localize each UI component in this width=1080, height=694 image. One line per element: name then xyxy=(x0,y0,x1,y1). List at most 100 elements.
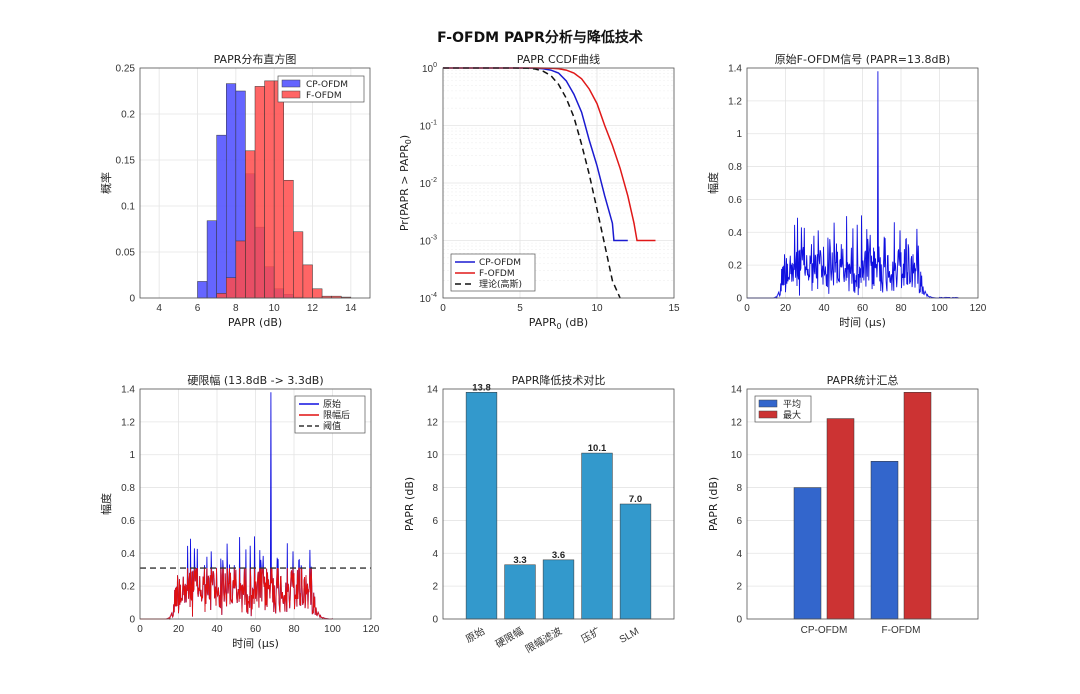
ccdf-ytick-exp: -3 xyxy=(431,235,437,242)
hist-legend-swatch xyxy=(281,90,301,99)
clip-ytick: 0.6 xyxy=(121,516,135,527)
clip-xtick: 20 xyxy=(173,624,185,635)
summary-ytick: 14 xyxy=(731,385,743,396)
ccdf-ytick: 10-1 xyxy=(420,120,437,133)
hist-chart: 4 6 8 10 12 14 0 0.05 0.1 0.15 0.2 0.25 PAPR分布直方图 PAP… xyxy=(99,52,371,329)
clip-xtick: 60 xyxy=(250,624,262,635)
ccdf-ytick-base: 10 xyxy=(420,237,432,248)
clip-ylabel: 幅度 xyxy=(99,493,113,515)
compare-title: PAPR降低技术对比 xyxy=(512,373,606,387)
ccdf-ytick-base: 10 xyxy=(422,64,434,75)
summary-ytick: 6 xyxy=(736,516,742,527)
ccdf-ylabel-part: Pr(PAPR > PAPR xyxy=(398,144,411,231)
hist-bar-F-OFDM xyxy=(302,264,313,299)
compare-ytick: 10 xyxy=(427,450,439,461)
hist-frame xyxy=(139,67,371,299)
orig-ytick: 0 xyxy=(736,294,742,305)
hist-bar-F-OFDM xyxy=(293,231,304,299)
hist-bar-F-OFDM xyxy=(273,80,284,299)
orig-ytick: 1.2 xyxy=(728,96,742,107)
clip-ytick: 1.2 xyxy=(121,417,135,428)
ccdf-line-F-OFDM xyxy=(443,67,656,242)
ccdf-ytick-exp: -1 xyxy=(431,120,437,127)
orig-signal-line xyxy=(747,71,959,299)
summary-ytick: 0 xyxy=(736,615,742,626)
hist-ytick: 0 xyxy=(129,294,135,305)
ccdf-xlabel-part: 0 xyxy=(557,322,562,331)
hist-bar-F-OFDM xyxy=(264,80,275,299)
clip-legend-label: 限幅后 xyxy=(323,409,350,421)
summary-bar-最大 xyxy=(903,392,932,620)
clip-xtick: 0 xyxy=(137,624,143,635)
clip-ytick: 1.4 xyxy=(121,385,135,396)
ccdf-ytick-exp: -4 xyxy=(431,292,437,299)
compare-bar xyxy=(542,559,575,620)
compare-ytick: 8 xyxy=(432,483,438,494)
clip-legend-label: 阈值 xyxy=(323,420,341,432)
orig-xtick: 100 xyxy=(931,303,948,314)
ccdf-legend-label: CP-OFDM xyxy=(479,258,521,268)
compare-bar xyxy=(619,503,652,620)
hist-bar-F-OFDM xyxy=(216,293,227,299)
hist-bar-CP-OFDM xyxy=(197,281,208,299)
ccdf-xlabel-part: (dB) xyxy=(562,316,589,329)
orig-xtick: 20 xyxy=(780,303,792,314)
orig-ytick: 1.4 xyxy=(728,64,742,75)
orig-ytick: 0.8 xyxy=(728,162,742,173)
ccdf-ylabel-part: ) xyxy=(398,135,411,139)
hist-bar-CP-OFDM xyxy=(216,134,227,299)
hist-xtick: 6 xyxy=(195,303,201,314)
ccdf-ytick-exp: 0 xyxy=(433,62,437,69)
hist-xtick: 10 xyxy=(269,303,281,314)
summary-category-label: CP-OFDM xyxy=(801,625,848,636)
hist-bar-F-OFDM xyxy=(226,277,237,299)
ccdf-xtick: 15 xyxy=(668,303,680,314)
hist-xtick: 8 xyxy=(233,303,239,314)
clip-clipped-line xyxy=(140,566,333,620)
summary-category-label: F-OFDM xyxy=(882,625,921,636)
summary-bar-最大 xyxy=(826,418,855,620)
hist-xtick: 14 xyxy=(345,303,357,314)
compare-bar xyxy=(465,392,498,620)
orig-ylabel: 幅度 xyxy=(706,172,720,194)
ccdf-ytick: 10-2 xyxy=(420,177,437,190)
hist-ylabel: 概率 xyxy=(99,172,113,194)
orig-xtick: 120 xyxy=(970,303,987,314)
compare-value-label: 10.1 xyxy=(588,443,607,454)
hist-xtick: 4 xyxy=(156,303,162,314)
ccdf-ytick: 10-4 xyxy=(420,292,437,305)
compare-category-label: 限幅滤波 xyxy=(523,624,564,655)
hist-legend-label: F-OFDM xyxy=(306,91,342,101)
figure-title: F-OFDM PAPR分析与降低技术 xyxy=(437,29,643,46)
compare-ytick: 6 xyxy=(432,516,438,527)
hist-bar-F-OFDM xyxy=(312,288,323,299)
clip-xtick: 100 xyxy=(324,624,341,635)
hist-bar-F-OFDM xyxy=(245,150,256,299)
compare-ylabel: PAPR (dB) xyxy=(403,477,416,531)
compare-ytick: 2 xyxy=(432,582,438,593)
ccdf-xtick: 0 xyxy=(440,303,446,314)
orig-xtick: 0 xyxy=(744,303,750,314)
hist-bar-F-OFDM xyxy=(283,179,294,299)
compare-category-label: 压扩 xyxy=(579,624,603,645)
ccdf-legend-label: 理论(高斯) xyxy=(479,278,522,290)
summary-chart: 0 2 4 6 8 10 12 14 CP-OFDM F-OFDM PAPR统计汇总 PAPR (dB… xyxy=(707,373,979,636)
hist-bar-CP-OFDM xyxy=(226,83,237,299)
orig-xtick: 40 xyxy=(818,303,830,314)
ccdf-xlabel: PAPR0 (dB) xyxy=(529,316,588,331)
compare-ytick: 0 xyxy=(432,615,438,626)
ccdf-ylabel-part: 0 xyxy=(404,139,413,144)
hist-legend-swatch xyxy=(281,79,301,88)
ccdf-ytick-base: 10 xyxy=(420,294,432,305)
compare-ytick: 14 xyxy=(427,385,439,396)
clip-xtick: 80 xyxy=(288,624,300,635)
clip-ytick: 1 xyxy=(129,450,135,461)
hist-title: PAPR分布直方图 xyxy=(214,52,297,66)
compare-category-label: SLM xyxy=(618,626,641,646)
summary-bg xyxy=(747,389,978,619)
ccdf-frame xyxy=(442,67,675,299)
summary-frame xyxy=(746,388,979,620)
ccdf-ytick-base: 10 xyxy=(420,122,432,133)
